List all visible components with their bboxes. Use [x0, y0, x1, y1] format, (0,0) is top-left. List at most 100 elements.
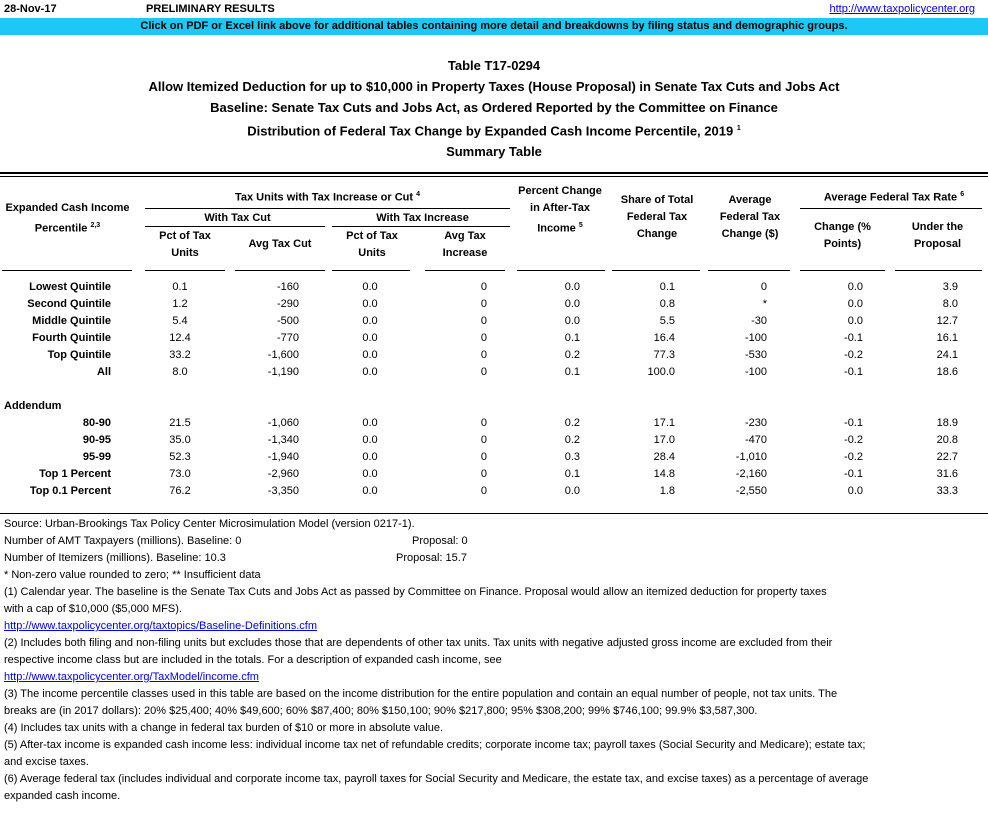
table-cell: -0.2 [844, 434, 863, 446]
col-avg-cut: Avg Tax Cut [248, 238, 312, 250]
table-cell: 0.1 [564, 332, 580, 344]
table-cell: 76.2 [169, 485, 191, 497]
table-cell: 0 [480, 451, 487, 463]
table-cell: -30 [751, 315, 767, 327]
table-cell: -2,550 [735, 485, 767, 497]
header-underline [517, 270, 605, 271]
header-underline [425, 270, 505, 271]
table-cell: -2,960 [267, 468, 299, 480]
table-cell: 0 [480, 468, 487, 480]
table-cell: -0.1 [844, 366, 863, 378]
table-cell: 0.2 [564, 349, 580, 361]
table-cell: 0.0 [564, 485, 580, 497]
table-cell: 0 [480, 349, 487, 361]
row-label: Lowest Quintile [29, 281, 111, 293]
table-cell: 0 [480, 417, 487, 429]
table-cell: 8.0 [172, 366, 188, 378]
table-cell: -290 [276, 298, 299, 310]
table-cell: -500 [276, 315, 299, 327]
table-cell: 0.0 [362, 281, 378, 293]
header-underline [332, 270, 410, 271]
divider [0, 172, 988, 174]
table-row: 95-99 52.3 -1,940 0.0 0 0.3 28.4 -1,010 -0.2 22.7 [0, 449, 988, 466]
footnote-ref: 5 [578, 222, 583, 229]
row-label: Top 1 Percent [39, 468, 111, 480]
table-cell: 0.1 [564, 366, 580, 378]
row-label: Top 0.1 Percent [29, 485, 111, 497]
table-cell: 12.7 [936, 315, 958, 327]
table-cell: 21.5 [169, 417, 191, 429]
table-cell: 0.1 [564, 468, 580, 480]
table-cell: -2,160 [735, 468, 767, 480]
table-cell: 0 [480, 315, 487, 327]
table-row: Top Quintile 33.2 -1,600 0.0 0 0.2 77.3 -530 -0.… [0, 347, 988, 364]
table-cell: 0.0 [564, 315, 580, 327]
table-row: Top 1 Percent 73.0 -2,960 0.0 0 0.1 14.8 -2,160… [0, 466, 988, 483]
site-link[interactable]: http://www.taxpolicycenter.org [829, 3, 975, 15]
table-cell: 0.0 [847, 315, 863, 327]
note-4: (4) Includes tax units with a change in … [4, 722, 444, 734]
row-label: Second Quintile [27, 298, 111, 310]
table-cell: 52.3 [169, 451, 191, 463]
header-underline [2, 270, 132, 271]
table-cell: 0 [480, 298, 487, 310]
col-pct-units-cut: Pct of Tax Units [159, 230, 211, 259]
note-6: (6) Average federal tax (includes indivi… [4, 773, 869, 785]
table-cell: 16.1 [936, 332, 958, 344]
header-underline [895, 270, 982, 271]
table-cell: 0 [480, 434, 487, 446]
note-1-cont: with a cap of $10,000 ($5,000 MFS). [4, 603, 182, 615]
table-id: Table T17-0294 [447, 58, 541, 73]
row-label: 90-95 [82, 434, 111, 446]
table-cell: 0.3 [564, 451, 580, 463]
header-underline [800, 270, 885, 271]
table-cell: 0.0 [362, 315, 378, 327]
col-rate-under: Under the Proposal [911, 221, 964, 250]
baseline-definitions-link[interactable]: http://www.taxpolicycenter.org/taxtopics… [4, 620, 318, 632]
table-cell: 0.8 [659, 298, 675, 310]
table-cell: -100 [744, 332, 767, 344]
header-underline [235, 270, 325, 271]
table-cell: -160 [276, 281, 299, 293]
table-row: All 8.0 -1,190 0.0 0 0.1 100.0 -100 -0.1 18.6 [0, 364, 988, 381]
table-cell: 0.0 [362, 298, 378, 310]
table-cell: 0.0 [362, 434, 378, 446]
footnotes: Source: Urban-Brookings Tax Policy Cente… [4, 516, 984, 805]
distribution-text: Distribution of Federal Tax Change by Ex… [247, 123, 734, 139]
table-cell: -3,350 [267, 485, 299, 497]
itemizers-note: Number of Itemizers (millions). Baseline… [4, 550, 984, 567]
table-row: 80-90 21.5 -1,060 0.0 0 0.2 17.1 -230 -0.1 18.9 [0, 415, 988, 432]
header-text: Percent Change in After-Tax Income [518, 185, 602, 235]
report-date: 28-Nov-17 [4, 3, 57, 15]
table-cell: 20.8 [936, 434, 958, 446]
table-cell: 0.0 [847, 298, 863, 310]
table-cell: 0.0 [362, 468, 378, 480]
table-cell: -770 [276, 332, 299, 344]
income-definition-link[interactable]: http://www.taxpolicycenter.org/TaxModel/… [4, 671, 259, 683]
table-cell: 14.8 [653, 468, 675, 480]
table-cell: 12.4 [169, 332, 191, 344]
table-cell: -0.1 [844, 417, 863, 429]
table-cell: 0.0 [362, 349, 378, 361]
col-group-with-increase: With Tax Increase [376, 212, 469, 224]
table-cell: 73.0 [169, 468, 191, 480]
table-cell: 31.6 [936, 468, 958, 480]
table-cell: 0.2 [564, 417, 580, 429]
itemizers-proposal: Proposal: 15.7 [396, 552, 467, 564]
col-avg-inc: Avg Tax Increase [442, 230, 488, 259]
table-cell: -100 [744, 366, 767, 378]
table-cell: 0.0 [564, 298, 580, 310]
amt-proposal: Proposal: 0 [412, 535, 468, 547]
header-text: Average Federal Tax Rate [823, 191, 958, 204]
table-cell: -1,190 [267, 366, 299, 378]
row-label: Fourth Quintile [32, 332, 111, 344]
table-cell: 18.6 [936, 366, 958, 378]
star-note: * Non-zero value rounded to zero; ** Ins… [4, 569, 261, 581]
note-1: (1) Calendar year. The baseline is the S… [4, 586, 827, 598]
table-cell: 33.3 [936, 485, 958, 497]
note-3: (3) The income percentile classes used i… [4, 688, 838, 700]
table-cell: 0 [760, 281, 767, 293]
note-3-cont: breaks are (in 2017 dollars): 20% $25,40… [4, 705, 758, 717]
table-cell: -230 [744, 417, 767, 429]
table-cell: 0 [480, 485, 487, 497]
